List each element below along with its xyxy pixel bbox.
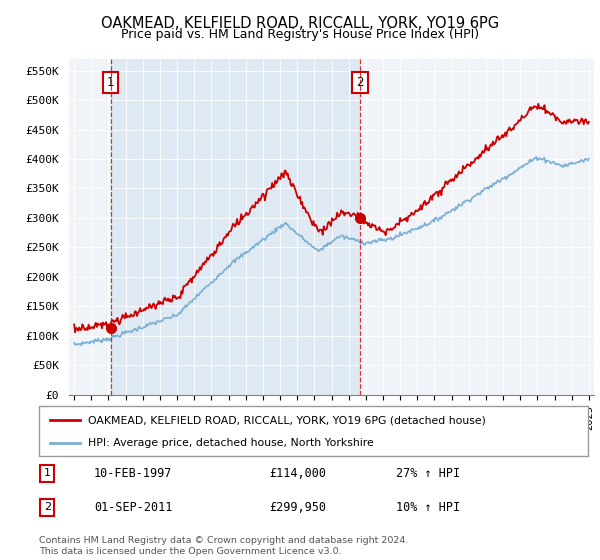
Text: OAKMEAD, KELFIELD ROAD, RICCALL, YORK, YO19 6PG: OAKMEAD, KELFIELD ROAD, RICCALL, YORK, Y… (101, 16, 499, 31)
Text: £114,000: £114,000 (269, 467, 326, 480)
Text: 27% ↑ HPI: 27% ↑ HPI (396, 467, 460, 480)
Text: 1: 1 (44, 468, 51, 478)
Text: £299,950: £299,950 (269, 501, 326, 514)
Text: 01-SEP-2011: 01-SEP-2011 (94, 501, 172, 514)
Text: 2: 2 (356, 76, 364, 89)
Text: Contains HM Land Registry data © Crown copyright and database right 2024.
This d: Contains HM Land Registry data © Crown c… (39, 536, 409, 556)
FancyBboxPatch shape (39, 406, 588, 456)
Text: 2: 2 (44, 502, 51, 512)
Text: 10-FEB-1997: 10-FEB-1997 (94, 467, 172, 480)
Text: OAKMEAD, KELFIELD ROAD, RICCALL, YORK, YO19 6PG (detached house): OAKMEAD, KELFIELD ROAD, RICCALL, YORK, Y… (88, 415, 486, 425)
Text: Price paid vs. HM Land Registry's House Price Index (HPI): Price paid vs. HM Land Registry's House … (121, 28, 479, 41)
Text: 1: 1 (107, 76, 114, 89)
Text: 10% ↑ HPI: 10% ↑ HPI (396, 501, 460, 514)
Bar (110, 59, 360, 395)
Text: HPI: Average price, detached house, North Yorkshire: HPI: Average price, detached house, Nort… (88, 438, 374, 449)
